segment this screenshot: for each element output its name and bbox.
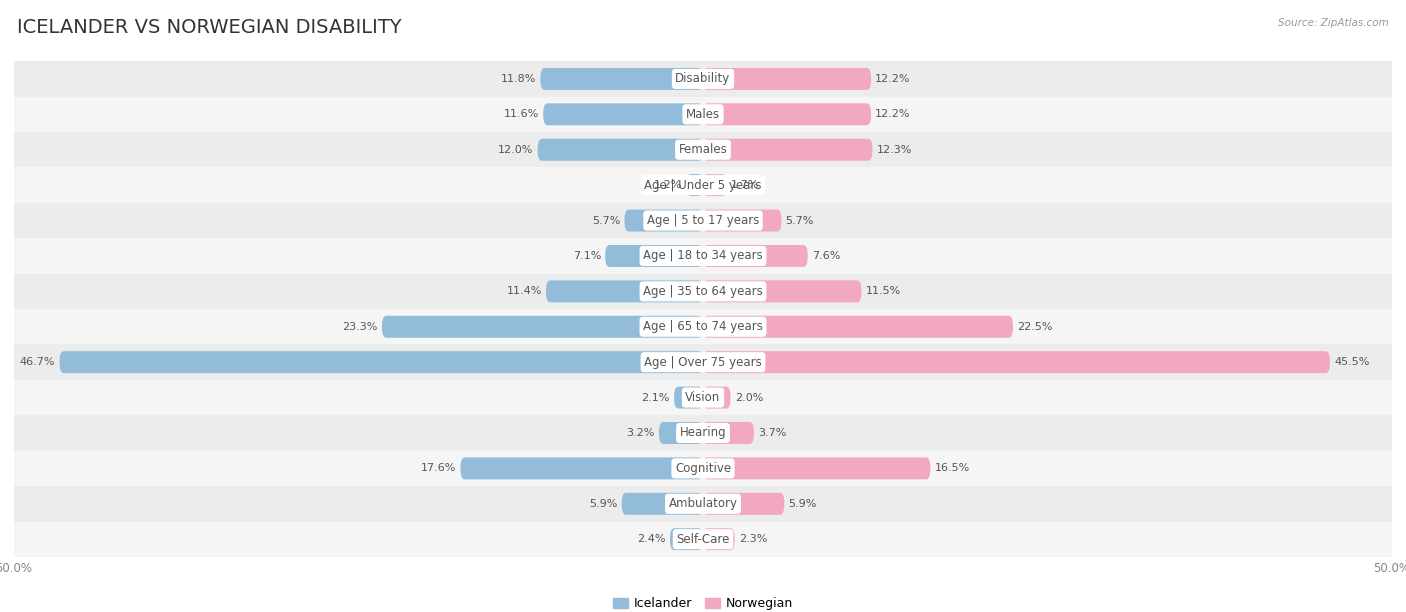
Text: 16.5%: 16.5% <box>935 463 970 474</box>
FancyBboxPatch shape <box>543 103 703 125</box>
Text: 5.7%: 5.7% <box>592 215 620 226</box>
FancyBboxPatch shape <box>14 97 1392 132</box>
Text: 23.3%: 23.3% <box>343 322 378 332</box>
Text: Age | Under 5 years: Age | Under 5 years <box>644 179 762 192</box>
Text: Ambulatory: Ambulatory <box>668 498 738 510</box>
FancyBboxPatch shape <box>461 457 703 479</box>
Text: 11.5%: 11.5% <box>866 286 901 296</box>
FancyBboxPatch shape <box>14 274 1392 309</box>
Legend: Icelander, Norwegian: Icelander, Norwegian <box>607 592 799 612</box>
Text: 12.3%: 12.3% <box>876 144 912 155</box>
Text: 11.8%: 11.8% <box>501 74 536 84</box>
FancyBboxPatch shape <box>703 280 862 302</box>
FancyBboxPatch shape <box>703 209 782 231</box>
FancyBboxPatch shape <box>382 316 703 338</box>
FancyBboxPatch shape <box>703 351 1330 373</box>
Text: 11.6%: 11.6% <box>503 110 538 119</box>
FancyBboxPatch shape <box>669 528 703 550</box>
Text: Source: ZipAtlas.com: Source: ZipAtlas.com <box>1278 18 1389 28</box>
FancyBboxPatch shape <box>703 528 735 550</box>
Text: 46.7%: 46.7% <box>20 357 55 367</box>
FancyBboxPatch shape <box>703 387 731 409</box>
Text: 5.9%: 5.9% <box>589 499 617 509</box>
Text: 11.4%: 11.4% <box>506 286 541 296</box>
Text: 45.5%: 45.5% <box>1334 357 1369 367</box>
FancyBboxPatch shape <box>703 316 1012 338</box>
FancyBboxPatch shape <box>14 486 1392 521</box>
FancyBboxPatch shape <box>624 209 703 231</box>
Text: Males: Males <box>686 108 720 121</box>
Text: 1.7%: 1.7% <box>731 180 759 190</box>
FancyBboxPatch shape <box>703 174 727 196</box>
Text: Age | 35 to 64 years: Age | 35 to 64 years <box>643 285 763 298</box>
FancyBboxPatch shape <box>14 238 1392 274</box>
Text: 12.2%: 12.2% <box>875 74 911 84</box>
Text: 3.2%: 3.2% <box>627 428 655 438</box>
FancyBboxPatch shape <box>703 457 931 479</box>
FancyBboxPatch shape <box>14 345 1392 380</box>
FancyBboxPatch shape <box>703 139 873 161</box>
FancyBboxPatch shape <box>14 521 1392 557</box>
Text: Age | 18 to 34 years: Age | 18 to 34 years <box>643 250 763 263</box>
FancyBboxPatch shape <box>703 103 872 125</box>
Text: Vision: Vision <box>685 391 721 404</box>
Text: Age | Over 75 years: Age | Over 75 years <box>644 356 762 368</box>
Text: Age | 5 to 17 years: Age | 5 to 17 years <box>647 214 759 227</box>
Text: 12.2%: 12.2% <box>875 110 911 119</box>
Text: 5.7%: 5.7% <box>786 215 814 226</box>
FancyBboxPatch shape <box>673 387 703 409</box>
Text: Disability: Disability <box>675 72 731 86</box>
Text: 7.6%: 7.6% <box>811 251 841 261</box>
Text: 12.0%: 12.0% <box>498 144 533 155</box>
Text: Age | 65 to 74 years: Age | 65 to 74 years <box>643 320 763 334</box>
Text: 7.1%: 7.1% <box>572 251 600 261</box>
FancyBboxPatch shape <box>14 416 1392 450</box>
FancyBboxPatch shape <box>703 493 785 515</box>
Text: Self-Care: Self-Care <box>676 532 730 546</box>
Text: 2.0%: 2.0% <box>735 392 763 403</box>
FancyBboxPatch shape <box>540 68 703 90</box>
FancyBboxPatch shape <box>605 245 703 267</box>
FancyBboxPatch shape <box>621 493 703 515</box>
FancyBboxPatch shape <box>14 132 1392 168</box>
FancyBboxPatch shape <box>537 139 703 161</box>
FancyBboxPatch shape <box>14 309 1392 345</box>
Text: 2.1%: 2.1% <box>641 392 669 403</box>
FancyBboxPatch shape <box>546 280 703 302</box>
Text: 2.4%: 2.4% <box>637 534 666 544</box>
FancyBboxPatch shape <box>14 380 1392 416</box>
FancyBboxPatch shape <box>659 422 703 444</box>
Text: 5.9%: 5.9% <box>789 499 817 509</box>
Text: 17.6%: 17.6% <box>420 463 457 474</box>
Text: Hearing: Hearing <box>679 427 727 439</box>
FancyBboxPatch shape <box>59 351 703 373</box>
FancyBboxPatch shape <box>686 174 703 196</box>
Text: 2.3%: 2.3% <box>738 534 768 544</box>
FancyBboxPatch shape <box>14 450 1392 486</box>
Text: Cognitive: Cognitive <box>675 462 731 475</box>
FancyBboxPatch shape <box>703 245 807 267</box>
FancyBboxPatch shape <box>703 422 754 444</box>
Text: 1.2%: 1.2% <box>654 180 682 190</box>
Text: ICELANDER VS NORWEGIAN DISABILITY: ICELANDER VS NORWEGIAN DISABILITY <box>17 18 402 37</box>
Text: Females: Females <box>679 143 727 156</box>
FancyBboxPatch shape <box>14 203 1392 238</box>
Text: 3.7%: 3.7% <box>758 428 786 438</box>
Text: 22.5%: 22.5% <box>1017 322 1053 332</box>
FancyBboxPatch shape <box>14 61 1392 97</box>
FancyBboxPatch shape <box>14 168 1392 203</box>
FancyBboxPatch shape <box>703 68 872 90</box>
